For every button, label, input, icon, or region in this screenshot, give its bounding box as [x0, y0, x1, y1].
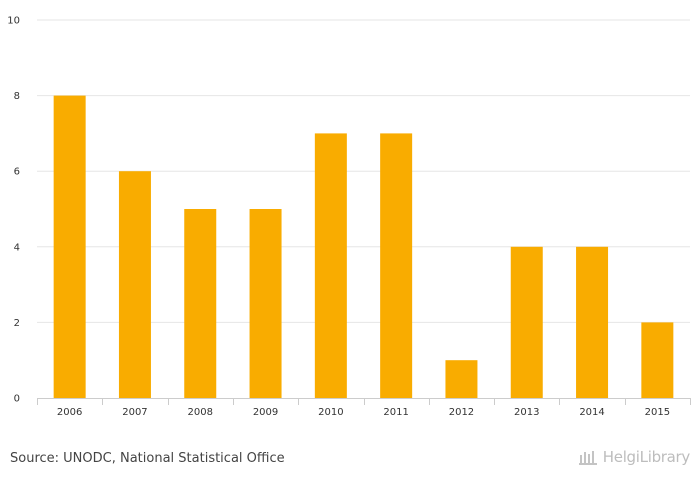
helgilibrary-logo: HelgiLibrary	[578, 448, 691, 466]
x-axis: 2006 2007 2008 2009 2010 2011 2012 2013 2014 2015	[37, 398, 691, 418]
bar-2007	[118, 171, 151, 398]
x-tick-label: 2011	[383, 407, 408, 418]
x-tick-label: 2015	[645, 407, 670, 418]
y-tick-label: 0	[14, 394, 20, 405]
y-tick-label: 6	[14, 167, 20, 178]
bar-2006	[53, 95, 86, 398]
x-tick-label: 2006	[57, 407, 82, 418]
y-tick-label: 4	[14, 242, 20, 253]
y-tick-label: 10	[7, 16, 20, 27]
bar-2012	[445, 360, 478, 398]
y-tick-label: 2	[14, 318, 20, 329]
y-tick-label: 8	[14, 91, 20, 102]
bar-2015	[641, 322, 674, 398]
bar-2013	[510, 246, 543, 398]
x-tick-label: 2009	[253, 407, 278, 418]
bar-chart: 0 2 4 6 8 10 2006 2007 2008 2009 2010 2011 2012 2013…	[7, 16, 691, 418]
source-note: Source: UNODC, National Statistical Offi…	[10, 451, 285, 466]
x-tick-label: 2008	[188, 407, 213, 418]
library-logo-icon	[578, 451, 597, 465]
x-tick-label: 2013	[514, 407, 539, 418]
bar-2008	[184, 209, 217, 398]
bar-2009	[249, 209, 282, 398]
bar-2014	[576, 246, 609, 398]
bar-2011	[380, 133, 413, 398]
logo-text: HelgiLibrary	[602, 448, 691, 466]
x-tick-label: 2014	[579, 407, 604, 418]
bar-2010	[314, 133, 347, 398]
y-axis: 0 2 4 6 8 10	[7, 16, 20, 405]
x-tick-label: 2007	[122, 407, 147, 418]
x-tick-label: 2010	[318, 407, 343, 418]
bars	[53, 95, 674, 398]
x-tick-label: 2012	[449, 407, 474, 418]
